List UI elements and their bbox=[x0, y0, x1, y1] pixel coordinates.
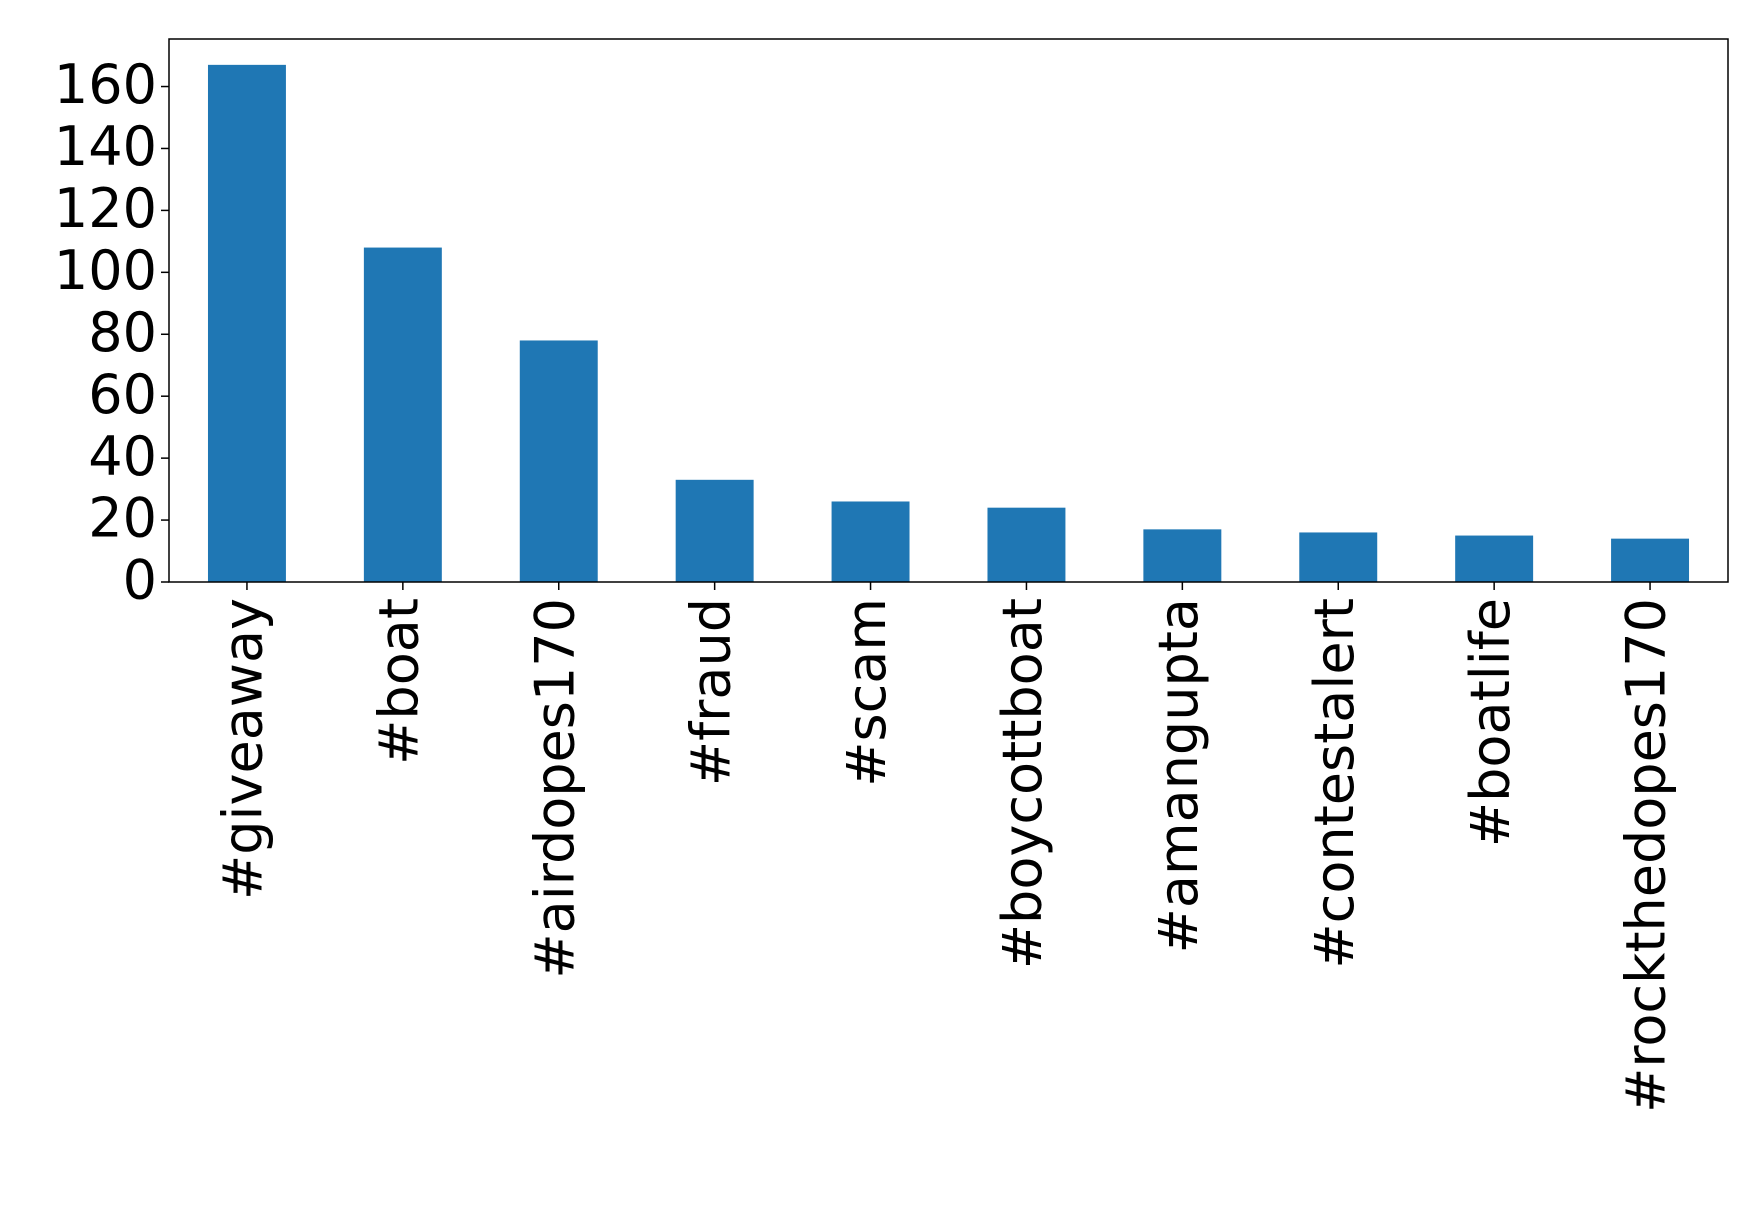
x-tick-label: #boycottboat bbox=[991, 598, 1054, 969]
bar bbox=[831, 501, 910, 582]
bar bbox=[987, 507, 1066, 582]
x-tick-label: #fraud bbox=[679, 598, 742, 786]
bar bbox=[1299, 532, 1378, 582]
x-tick-label: #giveaway bbox=[212, 598, 275, 900]
bar bbox=[1455, 535, 1534, 582]
y-tick-label: 20 bbox=[88, 487, 157, 550]
bar bbox=[519, 340, 598, 582]
bar bbox=[363, 247, 442, 582]
bar bbox=[1611, 538, 1690, 582]
x-tick-label: #amangupta bbox=[1147, 598, 1210, 953]
y-tick-label: 0 bbox=[123, 549, 157, 612]
x-tick-label: #boat bbox=[367, 598, 430, 765]
plot-frame bbox=[168, 38, 1729, 583]
bar bbox=[207, 64, 286, 583]
y-tick-label: 60 bbox=[88, 363, 157, 426]
x-tick-label: #airdopes170 bbox=[523, 598, 586, 979]
y-tick-label: 100 bbox=[54, 239, 157, 302]
y-tick-label: 120 bbox=[54, 177, 157, 240]
y-tick-label: 160 bbox=[54, 53, 157, 116]
y-tick-label: 80 bbox=[88, 301, 157, 364]
x-tick-label: #contestalert bbox=[1303, 598, 1366, 969]
bar bbox=[1143, 529, 1222, 582]
x-tick-label: #rockthedopes170 bbox=[1615, 598, 1678, 1113]
x-tick-label: #boatlife bbox=[1459, 598, 1522, 847]
y-tick-label: 140 bbox=[54, 115, 157, 178]
bar bbox=[675, 479, 754, 582]
x-tick-label: #scam bbox=[835, 598, 898, 787]
y-tick-label: 40 bbox=[88, 425, 157, 488]
